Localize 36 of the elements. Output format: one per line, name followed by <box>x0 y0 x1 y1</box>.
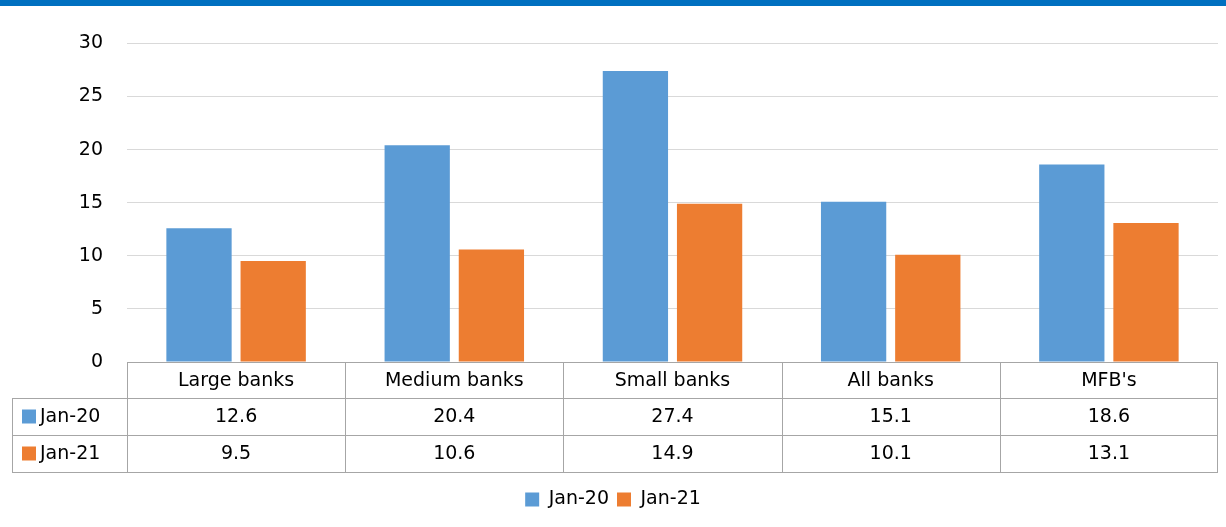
data-label: 9.5 <box>220 441 252 464</box>
bar <box>240 261 306 362</box>
y-tick-label: 5 <box>90 295 103 318</box>
data-label: 12.6 <box>214 404 258 427</box>
y-tick-label: 20 <box>78 136 103 159</box>
y-tick-label: 30 <box>78 30 103 53</box>
x-tick-label: Small banks <box>614 367 731 390</box>
text: Jan-21 <box>40 441 101 464</box>
bar <box>1039 164 1105 362</box>
data-label: 13.1 <box>1087 441 1131 464</box>
x-tick-label: Large banks <box>178 367 295 390</box>
y-tick-label: 10 <box>78 242 103 265</box>
bar <box>166 228 232 362</box>
y-tick-label: 25 <box>78 83 103 106</box>
bar <box>458 249 525 362</box>
data-label: 10.1 <box>869 441 912 464</box>
bar <box>895 254 961 362</box>
data-label: 15.1 <box>869 404 912 427</box>
data-label: 10.6 <box>433 441 476 464</box>
x-tick-label: All banks <box>847 367 934 390</box>
text: Jan-20 <box>548 486 610 509</box>
bar <box>1113 222 1179 362</box>
x-tick-label: MFB's <box>1081 367 1137 390</box>
data-label: 14.9 <box>651 441 694 464</box>
bar <box>602 71 669 362</box>
data-label: 27.4 <box>651 404 694 427</box>
y-tick-label: 15 <box>78 189 103 212</box>
bar <box>676 203 743 362</box>
bar <box>384 145 450 362</box>
x-tick-label: Medium banks <box>384 367 524 390</box>
bar <box>820 201 887 362</box>
legend-label: Jan-21 <box>639 486 701 509</box>
data-label: 18.6 <box>1087 404 1131 427</box>
data-label: 20.4 <box>433 404 476 427</box>
y-tick-label: 0 <box>90 348 103 371</box>
legend-label: Jan-20 <box>39 404 101 427</box>
